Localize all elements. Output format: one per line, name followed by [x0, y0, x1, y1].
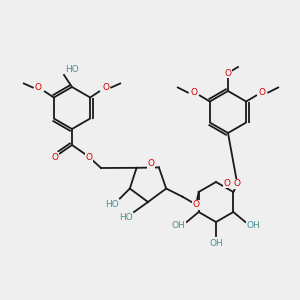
- Text: O: O: [193, 200, 200, 209]
- Text: O: O: [103, 83, 110, 92]
- Text: OH: OH: [172, 221, 186, 230]
- Text: O: O: [223, 178, 230, 188]
- Text: O: O: [34, 83, 41, 92]
- Text: HO: HO: [105, 200, 119, 209]
- Text: O: O: [259, 88, 266, 97]
- Text: O: O: [85, 152, 92, 161]
- Text: OH: OH: [209, 239, 223, 248]
- Text: O: O: [224, 68, 232, 77]
- Text: O: O: [190, 88, 197, 97]
- Text: HO: HO: [65, 64, 79, 74]
- Text: O: O: [234, 179, 241, 188]
- Text: OH: OH: [246, 221, 260, 230]
- Text: O: O: [52, 152, 58, 161]
- Text: O: O: [147, 159, 154, 168]
- Text: HO: HO: [119, 214, 133, 223]
